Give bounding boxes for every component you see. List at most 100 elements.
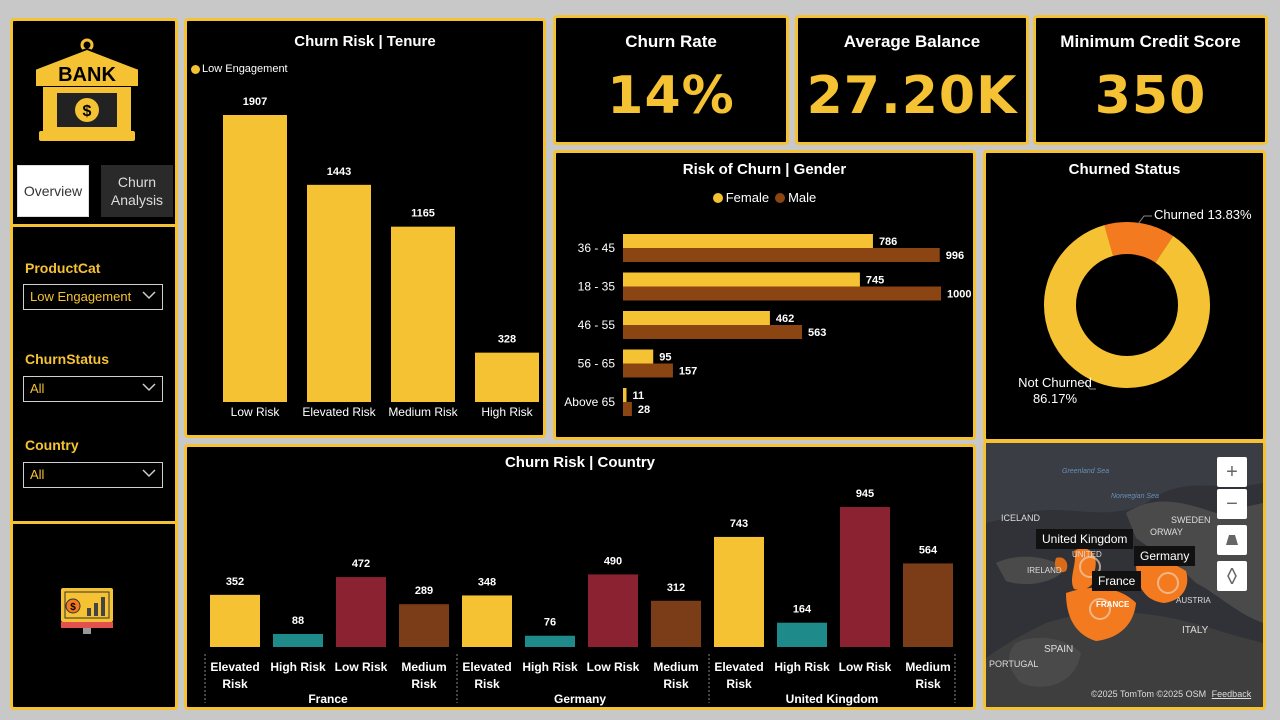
map-label-sweden: SWEDEN [1171, 515, 1211, 525]
country-group-label: France [308, 692, 348, 706]
country-bar [903, 563, 953, 647]
country-bar [525, 635, 575, 647]
kpi-average-balance-value: 27.20K [806, 66, 1018, 126]
map-tooltip-uk: United Kingdom [1036, 529, 1134, 549]
country-risk-label: Risk [915, 677, 941, 691]
zoom-in-button[interactable]: + [1217, 457, 1247, 487]
bank-logo-text: BANK [58, 64, 116, 86]
country-risk-label: Medium [401, 660, 446, 674]
map-label-uk-basemap: UNITED [1072, 550, 1102, 559]
country-risk-label: Low Risk [587, 660, 640, 674]
male-bar [623, 248, 940, 262]
churned-status-donut [1044, 215, 1210, 390]
female-bar [623, 388, 627, 402]
kpi-churn-rate-title: Churn Rate [625, 32, 717, 51]
gender-chart-title: Risk of Churn | Gender [682, 161, 847, 178]
kpi-min-credit-score-value: 350 [1094, 66, 1207, 126]
country-bar-value: 945 [856, 488, 874, 500]
female-bar [623, 272, 860, 287]
map-label-spain: SPAIN [1044, 644, 1073, 655]
country-bar [210, 594, 260, 647]
productcat-dropdown[interactable]: Low Engagement [23, 284, 163, 310]
country-bar [462, 595, 512, 647]
filter-label-productcat: ProductCat [25, 260, 101, 276]
map-tooltip-france: France [1092, 571, 1142, 591]
country-bar [651, 600, 701, 647]
female-bar-value: 11 [632, 390, 644, 402]
tenure-bar-value: 1165 [411, 208, 435, 220]
country-risk-label: Low Risk [839, 660, 892, 674]
country-risk-label: Elevated [714, 660, 763, 674]
compass-button[interactable] [1217, 561, 1247, 591]
churnstatus-dropdown[interactable]: All [23, 376, 163, 402]
tab-overview[interactable]: Overview [17, 165, 89, 217]
map-label-portugal: PORTUGAL [989, 659, 1038, 669]
tenure-legend-label: Low Engagement [202, 63, 288, 75]
kpi-churn-rate-value: 14% [607, 66, 735, 126]
tab-churn-analysis[interactable]: Churn Analysis [101, 165, 173, 217]
country-chart-panel: Churn Risk | Country 352 Elevated Risk 88 Hi… [184, 444, 976, 710]
country-risk-label: Risk [411, 677, 437, 691]
country-group-label: United Kingdom [786, 692, 879, 706]
female-legend-label: Female [725, 190, 770, 205]
country-bar-value: 743 [730, 518, 748, 530]
country-bar [777, 622, 827, 647]
country-risk-label: Risk [726, 677, 752, 691]
compass-icon [1227, 568, 1237, 584]
churned-status-panel: Churned Status Churned 13.83% Not Churne… [983, 150, 1266, 442]
map-panel[interactable]: Greenland Sea Norwegian Sea ICELAND ORWA… [983, 440, 1266, 710]
female-bar [623, 349, 654, 364]
churned-label: Churned 13.83% [1154, 207, 1252, 222]
tenure-bar-value: 328 [498, 334, 516, 346]
country-dropdown[interactable]: All [23, 462, 163, 488]
tenure-category-label: Low Risk [231, 405, 281, 419]
chevron-down-icon [142, 469, 156, 478]
male-bar [623, 286, 941, 301]
country-bar-value: 76 [544, 617, 556, 629]
tilt-button[interactable] [1217, 525, 1247, 555]
map-tooltip-germany: Germany [1134, 546, 1196, 566]
country-bar-value: 289 [415, 585, 433, 597]
country-bar [714, 536, 764, 647]
gender-category-label: Above 65 [564, 395, 615, 409]
europe-map[interactable]: Greenland Sea Norwegian Sea ICELAND ORWA… [986, 443, 1263, 707]
female-dot-icon [712, 192, 723, 203]
country-bar-value: 490 [604, 555, 622, 567]
svg-text:$: $ [70, 602, 76, 613]
map-label-italy: ITALY [1182, 625, 1209, 636]
country-risk-label: Medium [905, 660, 950, 674]
country-bar-value: 348 [478, 576, 496, 588]
country-risk-label: Elevated [462, 660, 511, 674]
country-bar [588, 574, 638, 647]
zoom-out-button[interactable]: − [1217, 489, 1247, 519]
country-chart-title: Churn Risk | Country [504, 454, 656, 471]
map-label-austria: AUSTRIA [1176, 596, 1211, 605]
tab-churn-analysis-label: Churn Analysis [110, 174, 164, 208]
country-bar [273, 633, 323, 647]
country-risk-label: Risk [474, 677, 500, 691]
sidebar: BANK $ Overview Churn Analysis ProductCa… [10, 18, 178, 710]
monitor-chart-icon[interactable]: $ [59, 586, 115, 636]
country-risk-label: Elevated [210, 660, 259, 674]
male-bar [623, 363, 673, 378]
tenure-bar [223, 115, 287, 402]
tenure-bar [475, 352, 539, 402]
kpi-average-balance: Average Balance 27.20K [795, 15, 1029, 145]
legend-dot-icon [191, 64, 200, 74]
map-feedback-link[interactable]: Feedback [1211, 689, 1252, 699]
bank-icon: BANK $ [34, 38, 140, 141]
country-bar-value: 88 [292, 615, 304, 627]
country-bar-value: 312 [667, 582, 685, 594]
female-bar-value: 786 [879, 236, 897, 248]
male-dot-icon [775, 192, 786, 203]
country-risk-label: High Risk [522, 660, 578, 674]
gender-category-label: 56 - 65 [578, 357, 616, 371]
not-churned-slice [1044, 222, 1210, 388]
country-bar-value: 564 [919, 544, 938, 556]
male-legend-label: Male [788, 190, 817, 205]
map-attribution-text: ©2025 TomTom ©2025 OSM [1091, 689, 1207, 699]
country-bar [840, 507, 890, 647]
country-risk-label: High Risk [270, 660, 326, 674]
country-bar [336, 577, 386, 647]
gender-legend: Female Male [556, 190, 973, 205]
